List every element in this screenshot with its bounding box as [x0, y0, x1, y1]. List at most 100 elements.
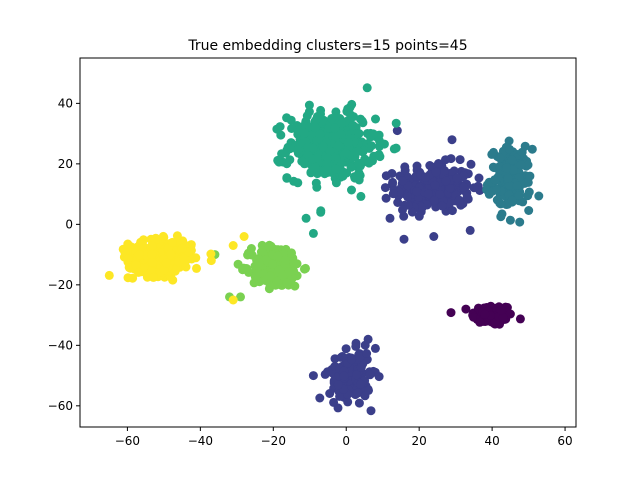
scatter-point	[282, 278, 292, 288]
scatter-point	[316, 207, 326, 217]
y-tick-label: −20	[48, 278, 73, 292]
scatter-point	[147, 257, 157, 267]
x-tick-label: −60	[115, 434, 140, 448]
scatter-point	[362, 349, 372, 358]
scatter-point	[354, 168, 364, 178]
scatter-point	[490, 175, 500, 185]
scatter-point	[158, 231, 168, 241]
scatter-point	[192, 263, 201, 273]
scatter-point	[505, 309, 515, 319]
scatter-point	[287, 248, 296, 258]
scatter-point	[293, 178, 303, 188]
scatter-point	[292, 145, 302, 155]
points-layer	[104, 83, 544, 416]
scatter-point	[403, 192, 413, 202]
scatter-point	[311, 178, 321, 188]
scatter-point	[412, 187, 422, 197]
scatter-point	[398, 176, 408, 186]
scatter-point	[515, 314, 525, 324]
scatter-point	[469, 312, 478, 322]
scatter-point	[393, 198, 403, 207]
scatter-point	[265, 271, 275, 281]
scatter-point	[327, 114, 337, 123]
scatter-point	[315, 129, 325, 139]
scatter-point	[375, 152, 385, 162]
scatter-point	[388, 189, 398, 199]
scatter-point	[331, 164, 341, 174]
scatter-point	[352, 370, 361, 380]
scatter-point	[446, 308, 456, 318]
scatter-point	[329, 397, 339, 407]
scatter-point	[310, 162, 320, 172]
scatter-point	[454, 195, 464, 205]
scatter-point	[516, 160, 526, 170]
scatter-point	[388, 177, 398, 187]
scatter-point	[172, 231, 182, 241]
scatter-point	[505, 144, 514, 154]
scatter-point	[347, 99, 357, 109]
scatter-point	[308, 371, 318, 381]
scatter-point	[399, 234, 409, 244]
scatter-point	[308, 228, 318, 238]
scatter-point	[480, 309, 490, 319]
scatter-point	[285, 144, 295, 154]
x-tick-label: 20	[412, 434, 427, 448]
scatter-point	[431, 167, 441, 177]
scatter-point	[423, 189, 433, 199]
y-tick-label: 0	[65, 217, 73, 231]
y-tick-label: 20	[58, 157, 73, 171]
scatter-point	[520, 141, 530, 151]
scatter-point	[515, 217, 525, 227]
scatter-point	[138, 240, 148, 250]
scatter-point	[268, 259, 277, 269]
scatter-point	[527, 144, 537, 154]
scatter-point	[495, 153, 505, 163]
scatter-point	[166, 249, 176, 259]
scatter-point	[272, 124, 282, 134]
scatter-point	[104, 270, 114, 280]
scatter-point	[475, 317, 485, 327]
scatter-point	[407, 207, 417, 217]
scatter-point	[206, 256, 216, 266]
scatter-point	[128, 273, 138, 283]
scatter-point	[466, 159, 476, 169]
x-tick-label: 0	[342, 434, 350, 448]
scatter-point	[147, 249, 157, 259]
scatter-point	[343, 397, 353, 407]
scatter-point	[351, 341, 361, 351]
scatter-point	[381, 193, 391, 203]
scatter-point	[416, 202, 426, 212]
scatter-point	[354, 175, 364, 185]
scatter-point	[131, 260, 141, 270]
scatter-point	[503, 173, 513, 183]
scatter-point	[512, 181, 522, 190]
axes-frame	[79, 57, 577, 428]
scatter-point	[228, 241, 238, 250]
scatter-point	[496, 199, 506, 209]
scatter-point	[273, 251, 283, 261]
scatter-point	[148, 272, 158, 282]
scatter-point	[187, 254, 197, 264]
scatter-point	[325, 389, 335, 398]
scatter-point	[363, 334, 373, 344]
scatter-point	[447, 135, 457, 145]
scatter-point	[352, 147, 362, 157]
scatter-point	[323, 153, 333, 163]
scatter-point	[167, 237, 177, 247]
scatter-point	[280, 255, 290, 265]
scatter-point	[435, 189, 445, 199]
scatter-point	[282, 173, 292, 183]
scatter-point	[469, 183, 479, 193]
scatter-point	[387, 169, 397, 178]
scatter-point	[330, 123, 340, 133]
scatter-point	[287, 124, 297, 133]
x-axis: −60 −40 −20 0 20 40 60	[115, 427, 573, 448]
scatter-point	[523, 160, 533, 170]
scatter-point	[524, 206, 534, 215]
scatter-point	[318, 142, 328, 152]
y-tick-label: −60	[48, 399, 73, 413]
scatter-point	[455, 155, 465, 165]
scatter-point	[301, 213, 311, 223]
scatter-point	[414, 211, 424, 221]
